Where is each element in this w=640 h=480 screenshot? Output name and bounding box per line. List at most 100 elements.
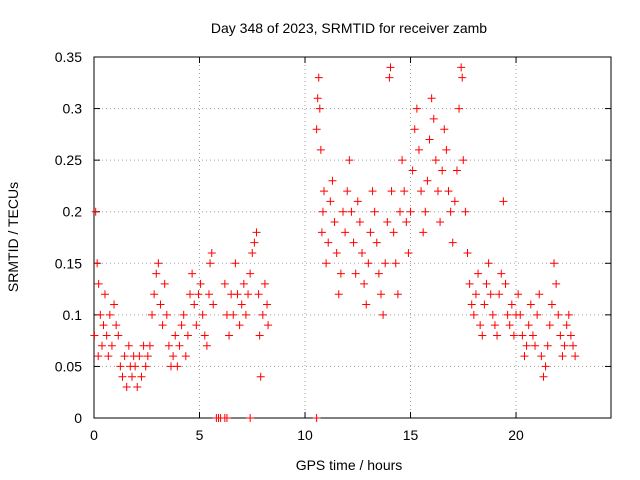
data-point	[326, 197, 335, 206]
data-point	[440, 125, 449, 134]
data-point	[412, 104, 421, 113]
data-point	[114, 331, 123, 340]
data-point	[486, 290, 495, 299]
data-point	[560, 341, 569, 350]
data-point	[343, 187, 352, 196]
data-point	[137, 372, 146, 381]
data-point	[105, 310, 114, 319]
data-point	[93, 259, 102, 268]
data-point	[463, 248, 472, 257]
data-point	[171, 331, 180, 340]
data-point	[239, 279, 248, 288]
data-point	[143, 352, 152, 361]
data-point	[231, 259, 240, 268]
data-point	[379, 310, 388, 319]
data-point	[209, 300, 218, 309]
data-point	[131, 362, 140, 371]
data-point	[152, 269, 161, 278]
data-point	[99, 321, 108, 330]
data-point	[522, 341, 531, 350]
y-tick-label: 0.3	[63, 101, 83, 117]
data-point	[235, 321, 244, 330]
data-point	[258, 310, 267, 319]
data-point	[312, 125, 321, 134]
data-point	[332, 248, 341, 257]
data-point	[322, 259, 331, 268]
data-point	[395, 207, 404, 216]
data-point	[410, 125, 419, 134]
data-point	[533, 310, 542, 319]
data-point	[389, 228, 398, 237]
data-point	[222, 414, 231, 422]
data-point	[160, 279, 169, 288]
data-point	[484, 259, 493, 268]
data-point	[328, 176, 337, 185]
data-point	[250, 238, 259, 247]
data-point	[200, 331, 209, 340]
data-point	[194, 290, 203, 299]
data-point	[192, 321, 201, 330]
data-point	[246, 269, 255, 278]
data-point	[104, 352, 113, 361]
data-point	[116, 362, 125, 371]
data-point	[341, 228, 350, 237]
data-point	[158, 321, 167, 330]
x-tick-label: 15	[403, 427, 419, 443]
data-point	[362, 300, 371, 309]
data-point	[458, 73, 467, 82]
data-point	[370, 207, 379, 216]
data-point	[516, 310, 525, 319]
data-point	[381, 259, 390, 268]
data-point	[503, 310, 512, 319]
data-point	[564, 310, 573, 319]
data-point	[339, 207, 348, 216]
data-point	[347, 207, 356, 216]
data-point	[162, 310, 171, 319]
data-point	[490, 321, 499, 330]
grid-layer	[94, 57, 611, 418]
data-point	[349, 238, 358, 247]
data-point	[366, 228, 375, 237]
data-point	[324, 238, 333, 247]
data-point	[124, 341, 133, 350]
data-point	[535, 290, 544, 299]
data-point	[547, 300, 556, 309]
data-point	[196, 279, 205, 288]
data-point	[229, 310, 238, 319]
data-point	[404, 248, 413, 257]
data-point	[465, 279, 474, 288]
data-point	[188, 269, 197, 278]
data-point	[94, 352, 103, 361]
y-tick-label: 0.35	[55, 49, 82, 65]
data-point	[183, 331, 192, 340]
data-point	[372, 238, 381, 247]
x-tick-label: 20	[508, 427, 524, 443]
data-point	[541, 362, 550, 371]
data-point	[552, 279, 561, 288]
data-point	[315, 104, 324, 113]
data-point	[524, 321, 533, 330]
data-point	[336, 269, 345, 278]
data-point	[318, 207, 327, 216]
data-point	[313, 94, 322, 103]
data-point	[444, 187, 453, 196]
data-point	[518, 331, 527, 340]
data-point	[94, 279, 103, 288]
data-point	[246, 414, 255, 422]
data-point	[482, 279, 491, 288]
data-point	[417, 187, 426, 196]
y-axis-label: SRMTID / TECUs	[5, 182, 21, 292]
data-point	[545, 321, 554, 330]
data-point	[145, 341, 154, 350]
data-point	[154, 259, 163, 268]
data-point	[205, 290, 214, 299]
data-point	[459, 156, 468, 165]
data-point	[478, 331, 487, 340]
data-point	[480, 300, 489, 309]
data-point	[190, 300, 199, 309]
data-point	[442, 145, 451, 154]
data-point	[91, 207, 100, 216]
data-point	[520, 352, 529, 361]
data-point	[556, 331, 565, 340]
data-point	[206, 259, 215, 268]
